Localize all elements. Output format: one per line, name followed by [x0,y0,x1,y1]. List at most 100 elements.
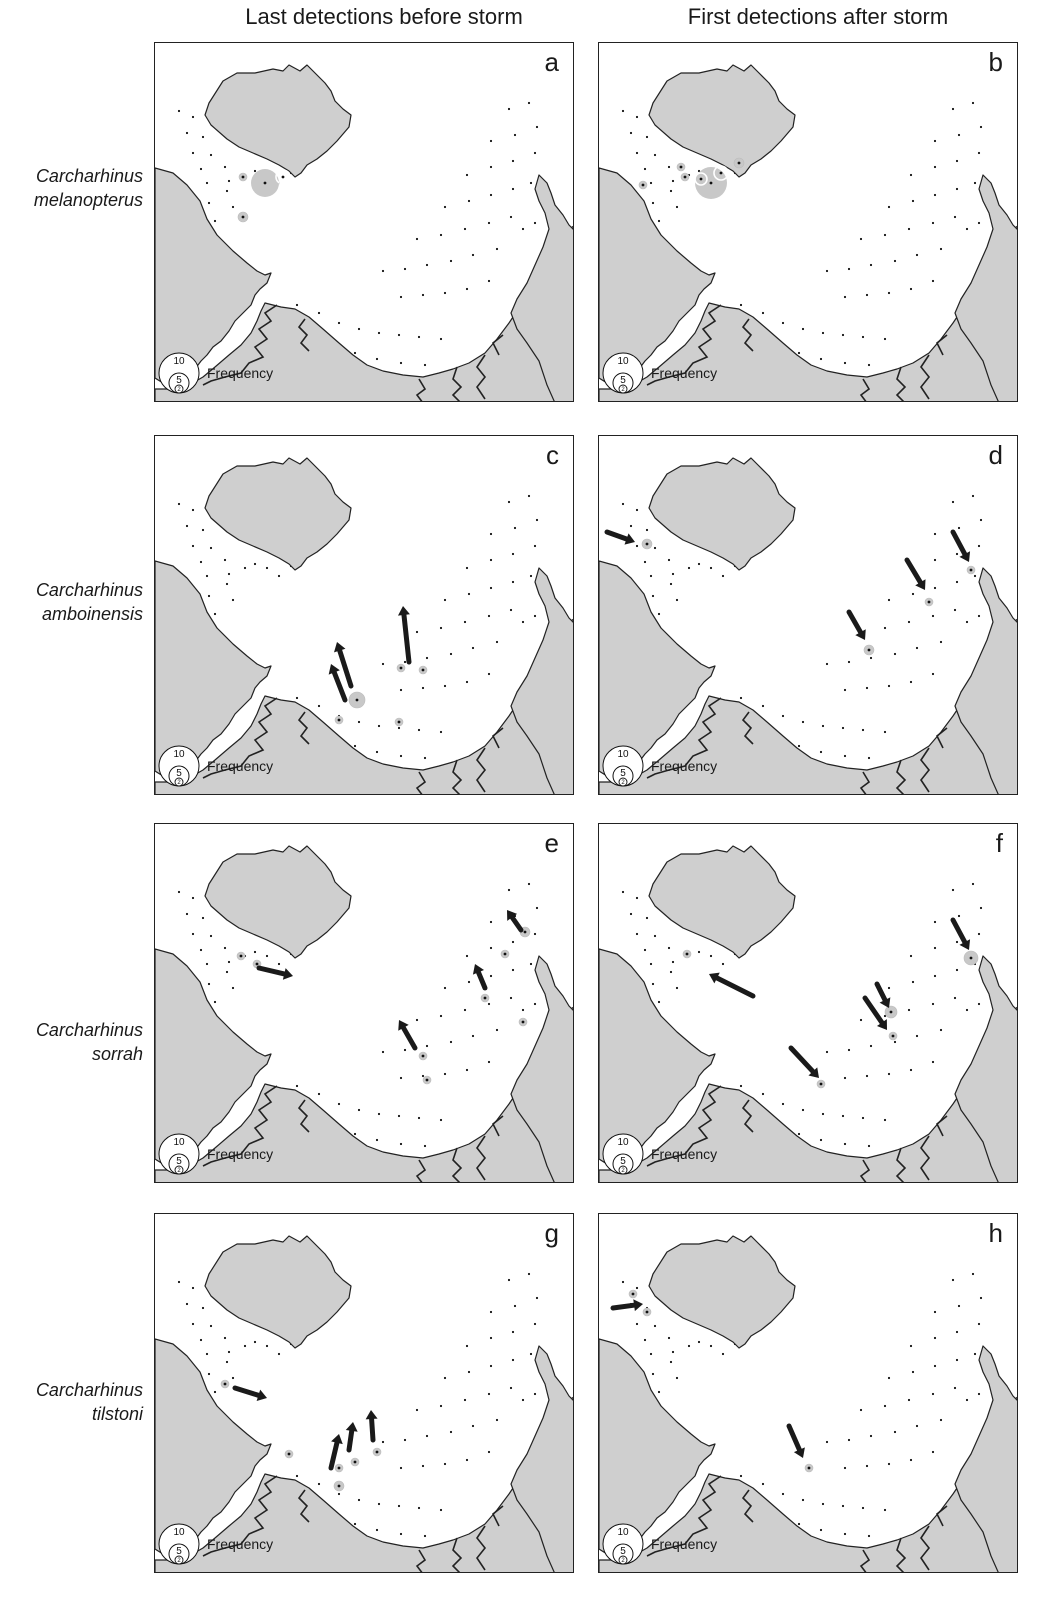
receiver-station [697,950,701,954]
receiver-station [977,1392,981,1396]
movement-arrow-head [855,629,866,640]
movement-arrow-head [915,579,926,590]
receiver-station [443,291,447,295]
movement-arrow-head [876,1019,887,1030]
receiver-station [761,1482,765,1486]
detection-receiver [969,956,973,960]
receiver-station [667,165,671,169]
receiver-station [399,1142,403,1146]
river-channel [646,697,722,779]
receiver-station [489,974,493,978]
receiver-station [951,888,955,892]
receiver-station [177,502,181,506]
movement-arrow-head [624,533,635,545]
receiver-station [471,1034,475,1038]
receiver-station [911,592,915,596]
receiver-station [205,962,209,966]
receiver-station [535,125,539,129]
receiver-station [887,1072,891,1076]
detection-receiver [223,1382,227,1386]
river-channel [491,1505,504,1527]
river-channel [476,1525,487,1571]
receiver-station [199,560,203,564]
detection-receiver [353,1460,357,1464]
legend-value-5: 5 [620,1156,626,1167]
receiver-station [825,1440,829,1444]
legend-circle-2 [618,384,628,394]
receiver-station [951,500,955,504]
movement-arrow-shaft [846,609,864,635]
receiver-station [465,954,469,958]
receiver-station [621,502,625,506]
receiver-station [977,544,981,548]
receiver-station [353,744,357,748]
receiver-station [955,968,959,972]
receiver-station [527,101,531,105]
receiver-station [231,205,235,209]
receiver-station [931,672,935,676]
detection-receiver [645,1310,649,1314]
detection-receiver [927,600,931,604]
receiver-station [467,592,471,596]
detection-receiver [263,181,267,185]
receiver-station [635,932,639,936]
receiver-station [965,620,969,624]
movement-arrow-head [282,968,293,980]
receiver-station [425,1434,429,1438]
receiver-station [867,1144,871,1148]
movement-arrow-head [365,1410,378,1420]
receiver-station [887,1376,891,1380]
detection-receiver [239,954,243,958]
legend-circle-2 [174,777,184,787]
movement-arrow-shaft [950,917,968,945]
detection-receiver [421,1054,425,1058]
receiver-station [971,101,975,105]
receiver-station [381,1050,385,1054]
receiver-station [533,1002,537,1006]
receiver-station [843,361,847,365]
receiver-station [933,165,937,169]
receiver-station [509,608,513,612]
receiver-station [635,1286,639,1290]
receiver-station [933,586,937,590]
receiver-station [205,1352,209,1356]
river-channel [476,747,487,793]
legend-value-10: 10 [617,749,629,760]
legend-circle-2 [174,1555,184,1565]
legend-value-10: 10 [173,749,185,760]
receiver-station [417,335,421,339]
legend-value-5: 5 [176,1156,182,1167]
legend-value-2: 2 [621,1168,625,1174]
receiver-station [643,167,647,171]
receiver-station [489,532,493,536]
river-channel [476,354,487,400]
receiver-station [489,946,493,950]
receiver-station [843,754,847,758]
receiver-station [955,1358,959,1362]
receiver-station [487,672,491,676]
receiver-station [467,199,471,203]
river-channel [859,378,871,401]
receiver-station [883,1118,887,1122]
receiver-station [909,680,913,684]
receiver-station [957,1304,961,1308]
receiver-station [357,327,361,331]
receiver-station [657,1000,661,1004]
receiver-station [825,662,829,666]
receiver-station [191,544,195,548]
receiver-station [907,1398,911,1402]
receiver-station [953,1386,957,1390]
receiver-station [667,558,671,562]
land-mass [954,1345,1017,1572]
receiver-station [893,1430,897,1434]
river-channel [895,1537,907,1572]
receiver-station [697,169,701,173]
land-mass [510,567,573,794]
receiver-station [209,153,213,157]
receiver-station [915,1424,919,1428]
detection-ring [694,172,708,186]
land-mass [204,64,352,178]
movement-arrow-shaft [346,1428,355,1453]
receiver-station [955,159,959,163]
receiver-station [955,940,959,944]
